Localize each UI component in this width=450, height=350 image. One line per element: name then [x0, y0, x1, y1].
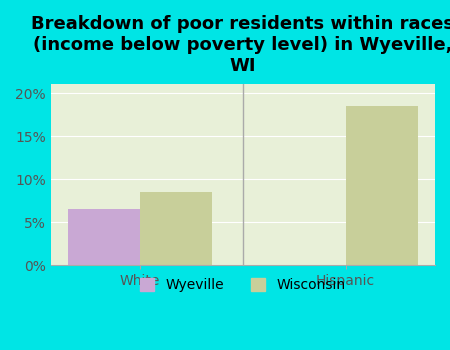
Title: Breakdown of poor residents within races
(income below poverty level) in Wyevill: Breakdown of poor residents within races… [32, 15, 450, 75]
Legend: Wyeville, Wisconsin: Wyeville, Wisconsin [135, 273, 351, 298]
Bar [68, 209, 140, 265]
Bar [346, 106, 418, 265]
Bar [140, 192, 212, 265]
